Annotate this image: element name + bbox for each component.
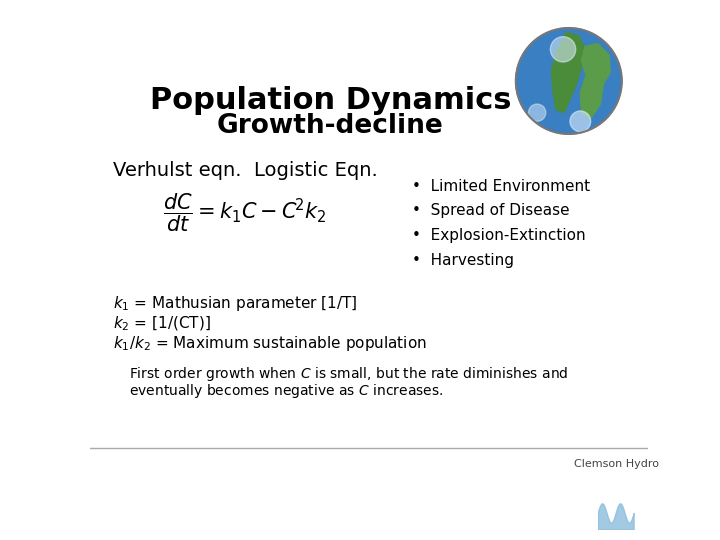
Text: $k_1$ = Mathusian parameter [1/T]: $k_1$ = Mathusian parameter [1/T] xyxy=(113,294,358,313)
Circle shape xyxy=(550,37,576,62)
Text: •  Harvesting: • Harvesting xyxy=(412,253,513,268)
Text: Clemson Hydro: Clemson Hydro xyxy=(575,459,660,469)
Text: $k_2$ = [1/(CT)]: $k_2$ = [1/(CT)] xyxy=(113,314,211,333)
Circle shape xyxy=(528,104,546,122)
Polygon shape xyxy=(552,32,585,113)
Circle shape xyxy=(570,111,590,132)
Text: First order growth when $C$ is small, but the rate diminishes and: First order growth when $C$ is small, bu… xyxy=(129,365,568,383)
Text: Population Dynamics: Population Dynamics xyxy=(150,86,511,116)
Text: Verhulst eqn.  Logistic Eqn.: Verhulst eqn. Logistic Eqn. xyxy=(113,161,378,180)
Text: •  Explosion-Extinction: • Explosion-Extinction xyxy=(412,228,585,243)
Text: $k_1/k_2$ = Maximum sustainable population: $k_1/k_2$ = Maximum sustainable populati… xyxy=(113,334,427,353)
Text: $\dfrac{dC}{dt} = k_1 C - C^{\!2} k_2$: $\dfrac{dC}{dt} = k_1 C - C^{\!2} k_2$ xyxy=(163,192,327,234)
Text: Growth-decline: Growth-decline xyxy=(217,112,444,139)
Text: •  Spread of Disease: • Spread of Disease xyxy=(412,204,570,218)
Text: eventually becomes negative as $C$ increases.: eventually becomes negative as $C$ incre… xyxy=(129,382,444,400)
Circle shape xyxy=(516,28,622,134)
Text: •  Limited Environment: • Limited Environment xyxy=(412,179,590,194)
Polygon shape xyxy=(580,44,611,118)
